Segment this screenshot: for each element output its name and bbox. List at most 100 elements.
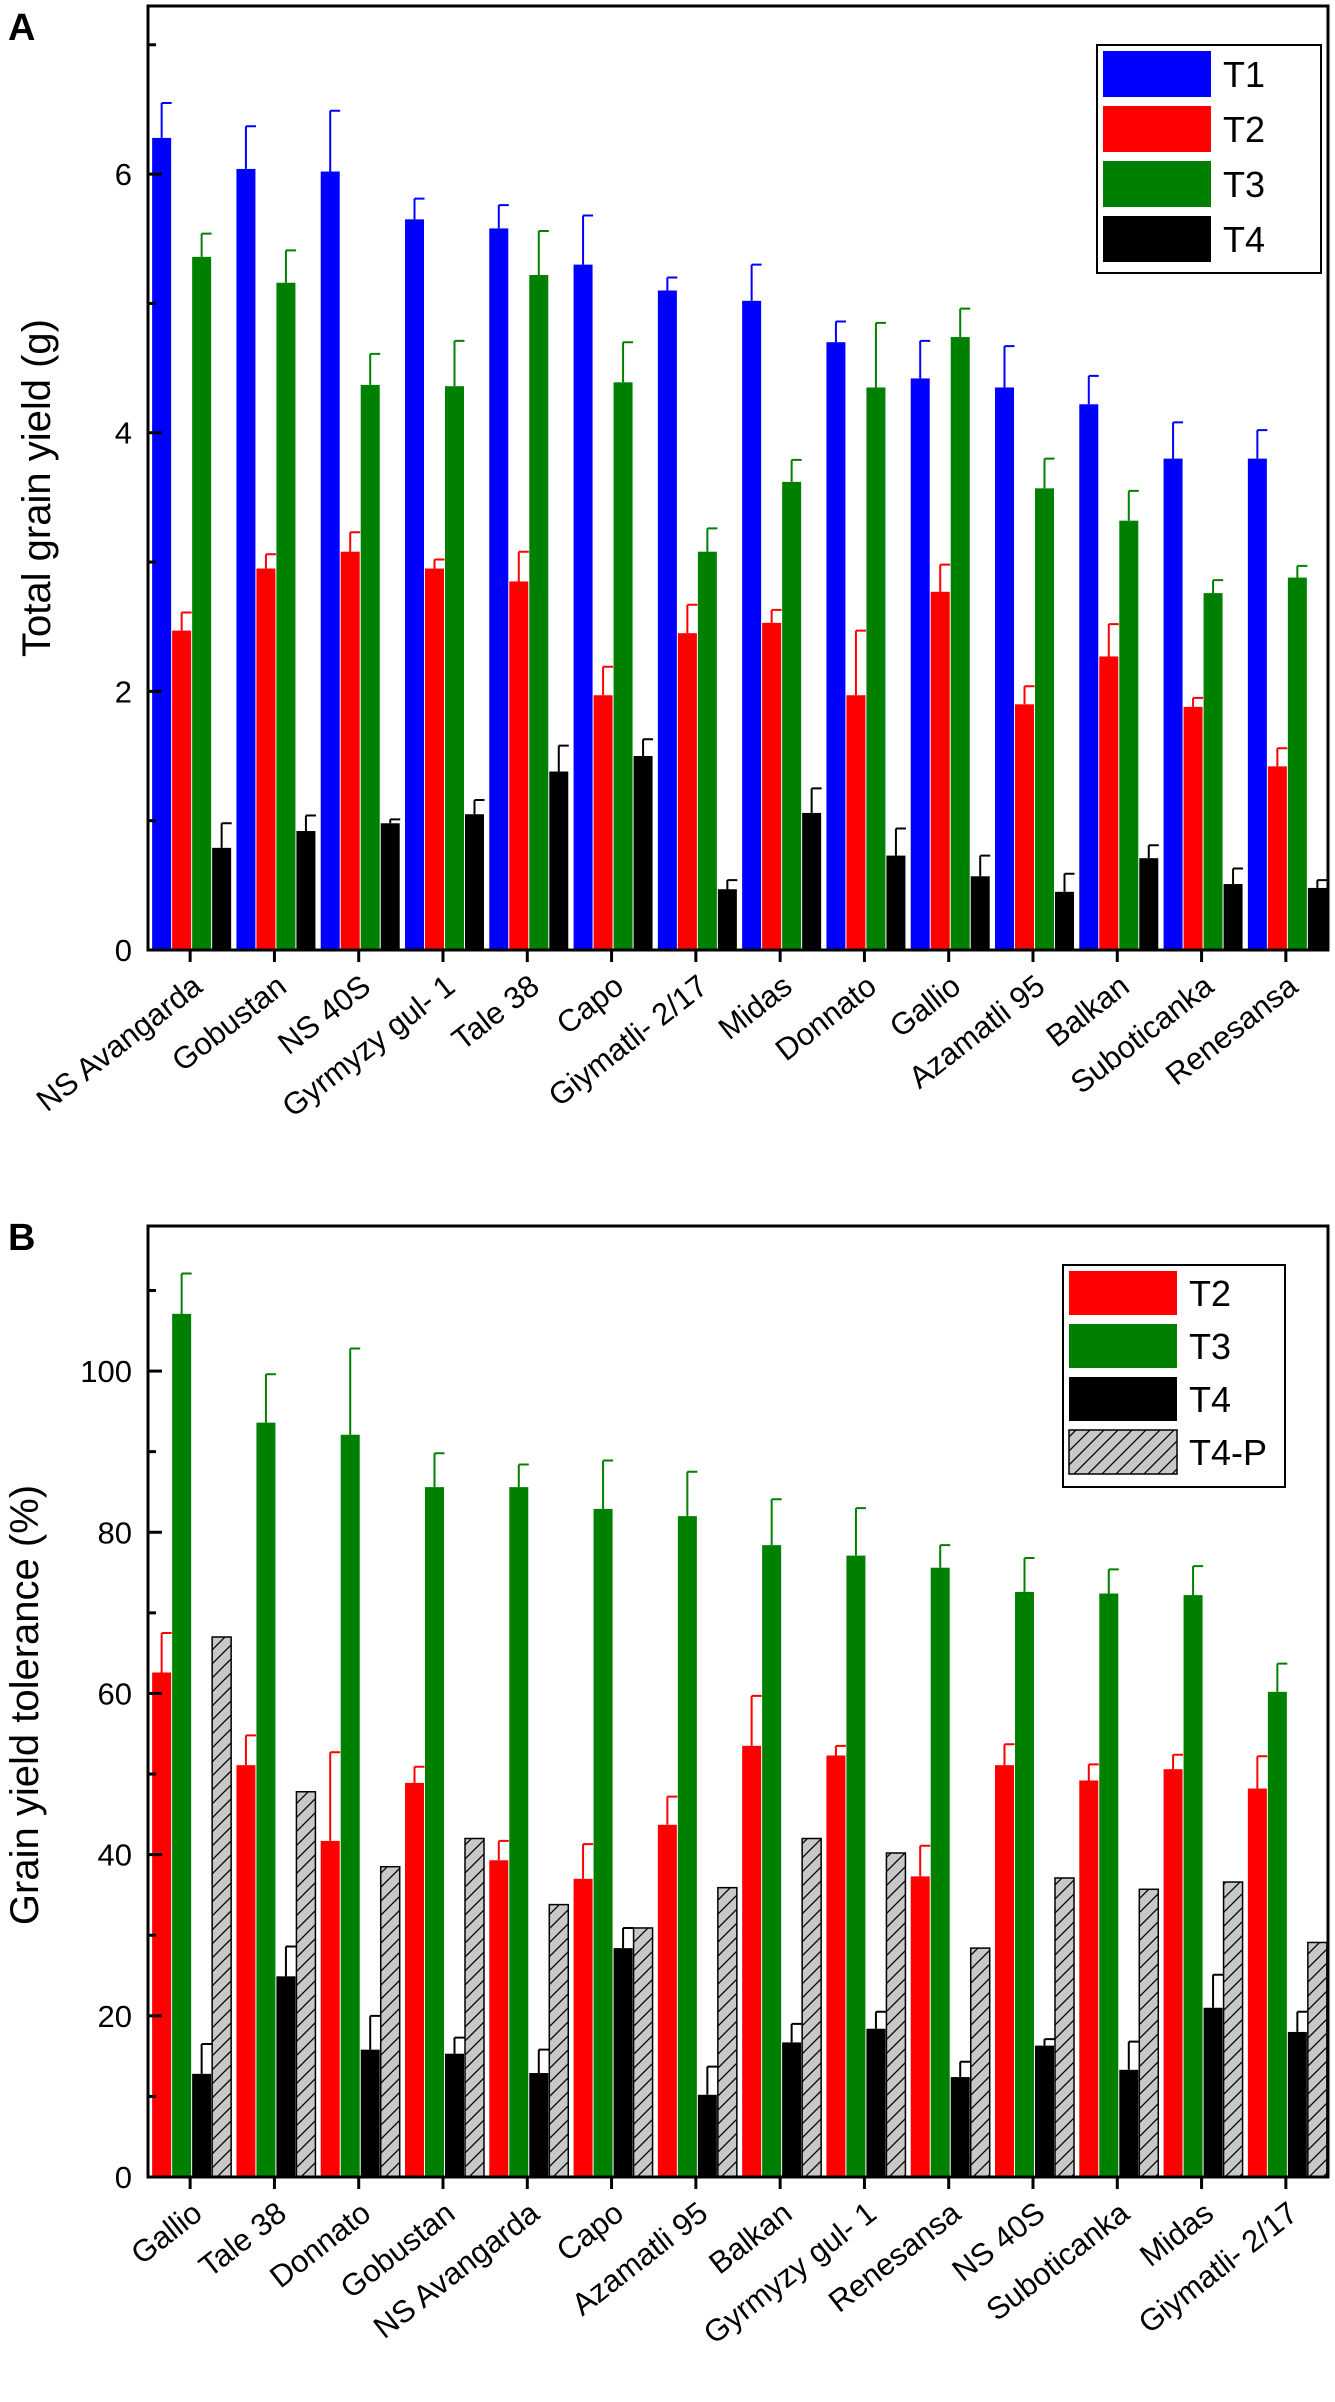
bar-a-t3-12: [1203, 593, 1223, 950]
bar-a-t2-7: [762, 622, 782, 950]
error-bar-a-t3-1: [284, 249, 296, 283]
error-bar-b-t4-7: [790, 2022, 802, 2043]
error-bar-b-t2-13: [1256, 1755, 1268, 1789]
bar-a-t1-13: [1247, 458, 1267, 950]
bar-a-t1-5: [573, 264, 593, 950]
bar-b-t4-p-0: [211, 1636, 232, 2178]
bar-a-t3-6: [697, 551, 717, 950]
bar-b-t4-p-2: [379, 1865, 401, 2178]
legend-swatch-b-t3: [1069, 1324, 1177, 1368]
error-bar-b-t4-3: [453, 2036, 465, 2054]
legend-label-b-t4: T4: [1189, 1379, 1231, 1420]
error-bar-a-t4-2: [389, 818, 401, 824]
bar-a-t3-13: [1287, 577, 1307, 950]
error-bar-a-t4-12: [1232, 867, 1244, 885]
bar-a-t4-9: [970, 876, 990, 950]
error-bar-a-t1-9: [919, 339, 931, 379]
error-bar-b-t3-13: [1276, 1662, 1288, 1692]
panel-label-b: B: [8, 1217, 35, 1259]
bar-b-t4-10: [1035, 2045, 1054, 2177]
bar-b-t4-3: [445, 2053, 464, 2177]
error-bar-a-t2-4: [517, 550, 529, 582]
bar-b-t2-7: [742, 1745, 762, 2177]
error-bar-a-t4-9: [979, 854, 991, 877]
bar-b-t4-13: [1287, 2031, 1307, 2177]
bar-b-t4-p-11: [1138, 1888, 1160, 2178]
error-bar-a-t4-7: [810, 787, 822, 813]
bar-b-t4-2: [360, 2049, 380, 2177]
error-bar-a-t1-0: [160, 101, 172, 138]
error-bar-a-t1-8: [834, 320, 846, 343]
y-tick-label-b-5: 100: [80, 1354, 132, 1389]
error-bar-b-t3-7: [770, 1498, 782, 1546]
error-bar-a-t2-13: [1276, 747, 1288, 767]
error-bar-b-t3-4: [517, 1463, 529, 1488]
error-bar-b-t4-0: [200, 2043, 212, 2074]
error-bar-b-t2-4: [497, 1839, 509, 1861]
bar-a-t4-11: [1139, 858, 1159, 950]
y-tick-label-a-1: 2: [115, 674, 132, 709]
error-bar-a-t3-0: [200, 232, 212, 257]
legend-label-b-t4-p: T4-P: [1189, 1432, 1267, 1473]
error-bar-a-t2-7: [770, 608, 782, 623]
error-bar-b-t4-5: [622, 1926, 634, 1949]
y-tick-label-a-2: 4: [115, 416, 132, 451]
error-bar-b-t3-12: [1192, 1565, 1204, 1596]
error-bar-b-t4-12: [1212, 1973, 1224, 2008]
error-bar-a-t2-2: [349, 531, 361, 552]
error-bar-b-t2-2: [329, 1751, 341, 1841]
error-bar-a-t1-10: [1003, 345, 1015, 388]
error-bar-a-t4-11: [1147, 844, 1159, 859]
error-bar-b-t2-0: [160, 1632, 172, 1673]
plot-frame-a: [146, 4, 1330, 952]
error-bar-a-t2-11: [1107, 623, 1119, 657]
error-bar-a-t2-6: [686, 603, 698, 634]
bar-b-t2-9: [910, 1876, 930, 2177]
error-bar-a-t1-5: [582, 214, 594, 265]
legend-label-a-t3: T3: [1223, 164, 1265, 205]
bar-b-t3-6: [677, 1516, 697, 2177]
bar-b-t2-1: [236, 1765, 256, 2177]
bar-b-t4-11: [1119, 2069, 1139, 2177]
bar-a-t1-3: [405, 219, 424, 950]
error-bar-a-t1-7: [750, 263, 762, 301]
bar-a-t4-3: [465, 814, 484, 950]
bar-a-t4-6: [717, 889, 737, 950]
bar-b-t4-8: [866, 2028, 886, 2177]
bar-b-t4-p-8: [885, 1852, 907, 2178]
bar-b-t3-1: [256, 1422, 276, 2177]
legend-label-b-t2: T2: [1189, 1273, 1231, 1314]
legend-label-b-t3: T3: [1189, 1326, 1231, 1367]
error-bar-a-t4-13: [1316, 879, 1328, 888]
bar-b-t4-5: [613, 1948, 633, 2177]
bar-b-t2-8: [826, 1755, 846, 2177]
error-bar-b-t3-2: [349, 1347, 361, 1435]
error-bar-a-t3-5: [622, 341, 634, 383]
bar-b-t2-6: [657, 1824, 677, 2177]
legend-swatch-b-t4-p: [1068, 1429, 1178, 1475]
bar-a-t2-2: [340, 551, 360, 950]
bar-b-t2-10: [995, 1765, 1014, 2177]
error-bar-b-t3-1: [264, 1373, 276, 1423]
y-axis-label-a: Total grain yield (g): [15, 319, 59, 657]
bar-b-t3-11: [1099, 1593, 1119, 2177]
error-bar-a-t3-10: [1043, 457, 1055, 489]
error-bar-a-t1-11: [1087, 374, 1099, 405]
bar-b-t2-3: [405, 1782, 424, 2177]
error-bar-a-t4-3: [473, 798, 485, 815]
bar-a-t3-9: [950, 337, 970, 950]
error-bar-b-t2-9: [919, 1844, 931, 1877]
bar-b-t4-p-10: [1054, 1877, 1075, 2178]
panel-label-a: A: [8, 7, 35, 49]
bar-a-t4-5: [633, 756, 653, 950]
error-bar-b-t4-6: [706, 2065, 718, 2095]
error-bar-b-t3-11: [1107, 1568, 1119, 1594]
legend-label-a-t2: T2: [1223, 109, 1265, 150]
bar-a-t1-0: [152, 137, 172, 950]
error-bar-a-t3-3: [453, 339, 465, 387]
bar-b-t4-p-12: [1222, 1881, 1244, 2178]
bar-a-t2-5: [593, 695, 613, 950]
error-bar-a-t1-6: [666, 276, 678, 291]
error-bar-b-t3-5: [602, 1459, 614, 1509]
